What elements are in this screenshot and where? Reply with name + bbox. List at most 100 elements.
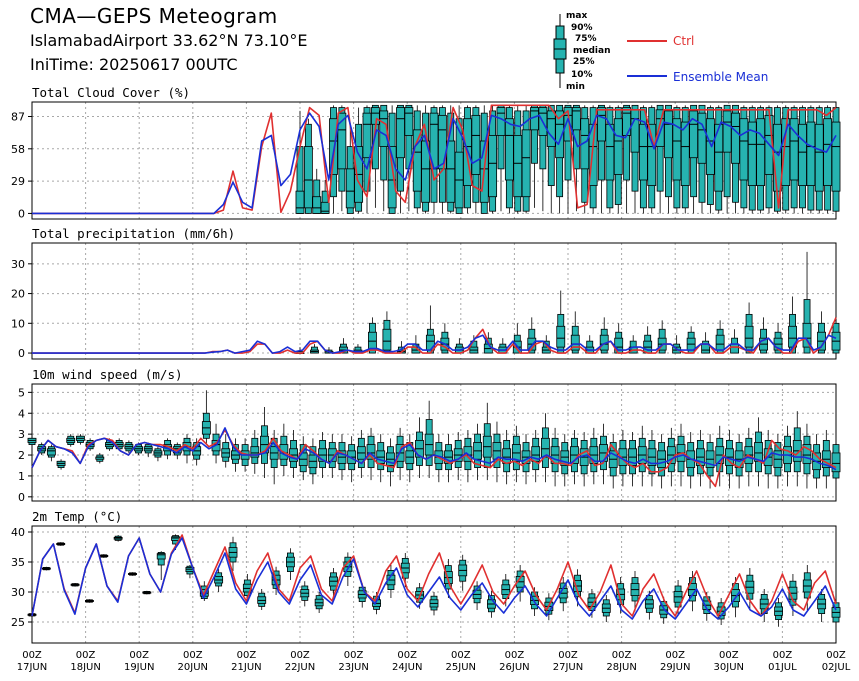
box-inner (570, 334, 580, 351)
box-mark (814, 105, 824, 214)
ensemble-mean-line (31, 537, 837, 620)
x-tick-hour: 00Z (76, 650, 96, 661)
x-tick-date: 19JUN (124, 662, 154, 673)
box-mark (628, 432, 637, 487)
box-mark (502, 429, 512, 485)
box-mark (630, 571, 640, 612)
box-inner (630, 109, 640, 153)
box-inner (814, 123, 824, 192)
box-mark (531, 429, 541, 483)
box-mark (792, 411, 802, 487)
box-inner (802, 444, 812, 464)
ensemble-mean-line (32, 334, 837, 354)
legend-label-0: max (566, 11, 587, 21)
box-mark (156, 551, 166, 580)
box-mark (298, 436, 308, 481)
box-mark (806, 105, 816, 214)
x-tick-hour: 00Z (451, 650, 471, 661)
box-mark (730, 329, 740, 354)
box-mark (521, 105, 531, 214)
box-mark (831, 105, 841, 214)
box-mark (99, 554, 109, 558)
box-mark (228, 536, 238, 571)
box-mark (608, 434, 618, 489)
box-mark (56, 459, 66, 470)
x-tick-date: 24JUN (392, 662, 422, 673)
x-tick-hour: 00Z (237, 650, 257, 661)
legend-ctrl-label: Ctrl (673, 34, 694, 48)
y-tick-label: 0 (18, 207, 25, 220)
box-inner (250, 446, 260, 458)
box-mark (479, 105, 489, 214)
box-mark (56, 542, 66, 546)
box-mark (496, 104, 506, 212)
y-tick-label: 2 (18, 449, 25, 462)
box-mark (513, 105, 523, 214)
box-mark (714, 105, 724, 214)
x-axis: 00Z17JUN00Z18JUN00Z19JUN00Z20JUN00Z21JUN… (17, 650, 851, 673)
box-mark (563, 104, 573, 214)
box-mark (823, 105, 833, 214)
box-inner (802, 322, 812, 348)
station-label: IslamabadAirport 33.62°N 73.10°E (30, 31, 308, 50)
box-mark (647, 429, 657, 487)
box-outer (572, 104, 580, 170)
box-inner (722, 110, 732, 153)
box-mark (473, 423, 483, 481)
box-inner (496, 107, 506, 136)
y-tick-label: 58 (11, 143, 25, 156)
box-mark (540, 413, 550, 483)
box-mark (221, 434, 231, 468)
box-inner (504, 118, 514, 181)
box-mark (579, 432, 589, 487)
box-mark (798, 105, 807, 214)
box-mark (308, 438, 318, 485)
box-mark (802, 251, 812, 354)
box-mark (312, 168, 322, 214)
box-inner (556, 325, 566, 348)
panel-title: Total Cloud Cover (%) (32, 85, 190, 100)
box-mark (214, 569, 224, 592)
x-tick-date: 18JUN (70, 662, 100, 673)
box-mark (722, 104, 732, 214)
box-inner (425, 334, 435, 351)
box-mark (124, 440, 134, 453)
box-mark (424, 400, 434, 479)
x-tick-date: 30JUN (714, 662, 744, 673)
box-mark (756, 105, 766, 214)
box-inner (689, 110, 699, 159)
y-tick-label: 35 (11, 556, 25, 569)
box-mark (744, 302, 754, 354)
box-mark (376, 434, 386, 483)
box-inner (744, 325, 754, 348)
box-inner (731, 112, 740, 164)
box-inner (546, 110, 556, 147)
x-tick-date: 26JUN (499, 662, 529, 673)
box-mark (404, 104, 414, 212)
box-mark (644, 590, 654, 620)
box-outer (656, 104, 664, 192)
box-mark (95, 452, 105, 464)
box-inner (560, 450, 570, 466)
box-mark (396, 104, 405, 214)
panel-3: 2m Temp (°C) 25 30 35 40 (11, 509, 841, 644)
box-mark (310, 344, 319, 354)
box-mark (555, 104, 565, 214)
box-mark (546, 104, 556, 214)
box-mark (453, 432, 463, 481)
legend-label-3: median (573, 46, 611, 56)
init-time-label: IniTime: 20250617 00UTC (30, 55, 238, 74)
box-mark (637, 425, 647, 487)
box-inner (756, 118, 766, 186)
box-inner (647, 123, 657, 186)
box-inner (382, 328, 392, 351)
box-mark (802, 565, 812, 610)
box-mark (759, 317, 768, 354)
box-mark (647, 105, 657, 214)
box-inner (798, 123, 807, 186)
box-mark (638, 105, 648, 214)
panel-0: Total Cloud Cover (%) 0 29 58 87 (11, 85, 841, 220)
legend-mean-label: Ensemble Mean (673, 70, 768, 84)
